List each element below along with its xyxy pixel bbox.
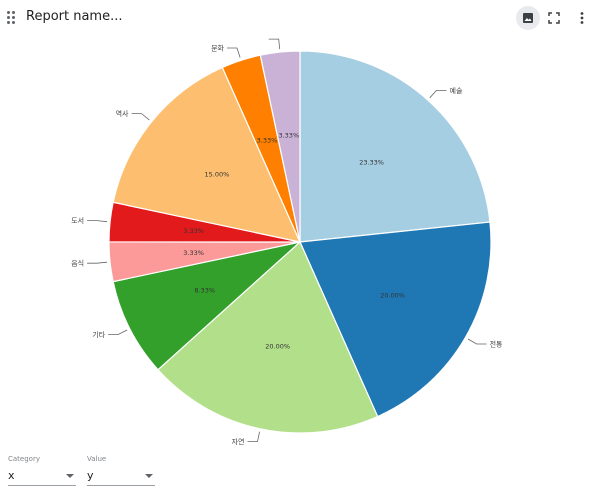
pie-slice[interactable]: [299, 50, 491, 243]
category-select-value: x: [8, 469, 15, 482]
slice-leader-line: [131, 113, 150, 121]
slice-leader-line: [268, 38, 281, 50]
slice-category-label: 문화: [211, 45, 224, 53]
chart-header: Report name...: [0, 0, 600, 36]
slice-leader-line: [108, 329, 128, 335]
slice-percent-label: 3.33%: [278, 132, 299, 140]
slice-percent-label: 3.33%: [257, 136, 278, 144]
pie-chart: 23.33% 예술 20.00% 전통 20.00% 자연 8.33% 기타 3.33% 음식 3.…: [71, 38, 503, 446]
fullscreen-icon: [548, 12, 560, 24]
select-underline: [87, 485, 155, 486]
value-select-label: Value: [87, 455, 107, 463]
slice-leader-line: [87, 220, 108, 223]
slice-percent-label: 8.33%: [194, 287, 215, 295]
chevron-down-icon: [66, 474, 74, 478]
report-title[interactable]: Report name...: [26, 9, 123, 24]
image-icon: [523, 13, 533, 23]
slice-percent-label: 3.33%: [183, 249, 204, 257]
slice-category-label: 전통: [490, 340, 503, 349]
slice-category-label: 기타: [92, 330, 105, 339]
slice-leader-line: [429, 90, 447, 99]
slice-leader-line: [247, 431, 260, 442]
pie-slice[interactable]: [157, 241, 379, 434]
slice-percent-label: 3.33%: [183, 227, 204, 235]
slice-percent-label: 20.00%: [265, 343, 290, 351]
chart-controls: Category x Value y: [0, 452, 600, 499]
slice-leader-line: [467, 338, 487, 345]
slice-category-label: 음식: [71, 259, 84, 268]
pie-slice[interactable]: [299, 221, 492, 418]
category-select-label: Category: [8, 455, 40, 463]
more-vert-icon: [580, 12, 584, 24]
fullscreen-button[interactable]: [542, 6, 566, 30]
pie-slice[interactable]: [259, 50, 301, 243]
slice-category-label: 역사: [116, 109, 129, 118]
image-button[interactable]: [516, 6, 540, 30]
slice-category-label: 자연: [232, 437, 245, 446]
slice-leader-line: [87, 261, 108, 264]
slice-percent-label: 15.00%: [205, 171, 230, 179]
category-select[interactable]: Category x: [8, 452, 76, 488]
select-underline: [8, 485, 76, 486]
slice-category-label: 도서: [71, 216, 84, 225]
slice-percent-label: 23.33%: [359, 159, 384, 167]
slice-category-label: 예술: [450, 86, 463, 95]
slice-leader-line: [227, 47, 241, 58]
value-select-value: y: [87, 469, 94, 482]
more-options-button[interactable]: [570, 6, 594, 30]
pie-slice[interactable]: [112, 66, 302, 243]
slice-percent-label: 20.00%: [380, 292, 405, 300]
pie-slice[interactable]: [112, 240, 303, 371]
chevron-down-icon: [145, 474, 153, 478]
drag-handle-icon[interactable]: [7, 11, 15, 25]
value-select[interactable]: Value y: [87, 452, 155, 488]
